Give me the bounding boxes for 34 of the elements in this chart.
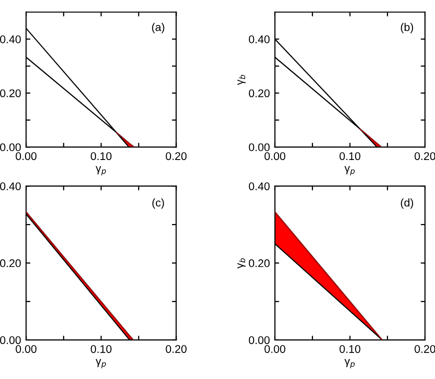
x-axis-title: γ$_{p}$ [96,358,106,368]
y-tick-label: 0.20 [0,259,21,268]
x-tick-label: 0.00 [264,345,286,353]
y-tick-label: 0.40 [248,182,270,190]
y-tick-label: 0.40 [0,35,21,44]
y-tick-label: 0.20 [248,89,270,98]
y-axis-title: γ$_{b}$ [237,74,246,86]
x-axis-title: γ$_{p}$ [344,166,355,176]
x-tick-label: 0.00 [264,152,286,160]
annotation: (a) [152,22,164,34]
x-tick-label: 0.10 [90,152,112,160]
y-tick-label: 0.40 [248,35,270,44]
y-tick-label: 0.00 [248,143,270,152]
y-tick-label: 0.00 [0,336,21,344]
x-tick-label: 0.10 [340,345,360,353]
y-tick-label: 0.40 [0,182,21,190]
annotation: (c) [152,198,164,209]
x-tick-label: 0.00 [16,345,36,353]
x-tick-label: 0.20 [414,345,435,353]
y-tick-label: 0.00 [248,336,270,344]
x-axis-title: γ$_{p}$ [96,166,106,176]
x-tick-label: 0.10 [90,345,112,353]
x-tick-label: 0.20 [166,345,187,353]
y-tick-label: 0.20 [0,89,21,98]
x-axis-title: γ$_{p}$ [344,358,355,368]
x-tick-label: 0.20 [166,152,187,160]
y-tick-label: 0.20 [248,259,270,268]
y-tick-label: 0.00 [0,143,21,152]
x-tick-label: 0.00 [16,152,36,160]
annotation: (d) [400,198,414,209]
x-tick-label: 0.20 [414,152,435,160]
x-tick-label: 0.10 [340,152,360,160]
y-axis-title: γ$_{b}$ [237,258,246,268]
annotation: (b) [400,22,414,34]
